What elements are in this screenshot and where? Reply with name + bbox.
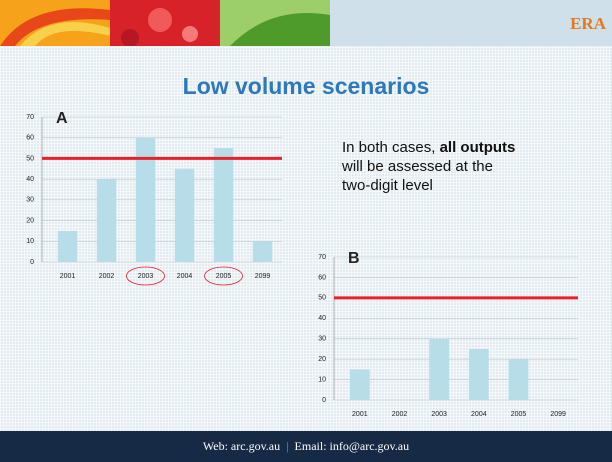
y-tick-label: 70	[318, 254, 326, 261]
x-tick-label: 2004	[177, 273, 193, 280]
x-tick-label: 2005	[511, 411, 527, 418]
bar	[253, 241, 273, 262]
bar	[136, 138, 156, 262]
y-tick-label: 40	[318, 315, 326, 322]
x-tick-label: 2005	[216, 273, 232, 280]
charts: 0 10 20 30 40 50 60 70 2001 2002 2003 2004 2005 2099 A…	[0, 0, 612, 430]
bar	[350, 369, 370, 400]
x-tick-label: 2002	[392, 411, 408, 418]
chart-annotation: B	[348, 250, 360, 267]
bar	[214, 148, 234, 262]
x-tick-label: 2001	[352, 411, 368, 418]
y-tick-label: 0	[30, 259, 34, 266]
bar	[429, 339, 449, 400]
y-tick-label: 30	[26, 197, 34, 204]
bar	[469, 349, 489, 400]
y-tick-label: 50	[318, 295, 326, 302]
y-tick-label: 40	[26, 176, 34, 183]
x-tick-label: 2003	[431, 411, 447, 418]
bar	[509, 359, 529, 400]
y-tick-label: 20	[318, 356, 326, 363]
y-tick-label: 0	[322, 397, 326, 404]
footer-web: Web: arc.gov.au	[203, 439, 280, 453]
y-tick-label: 50	[26, 155, 34, 162]
bar	[175, 169, 195, 262]
slide: ERA Low volume scenarios In both cases, …	[0, 0, 612, 462]
y-tick-label: 10	[318, 376, 326, 383]
chart-annotation: A	[56, 110, 68, 127]
x-tick-label: 2004	[471, 411, 487, 418]
x-tick-label: 2003	[138, 273, 154, 280]
bar	[58, 231, 78, 262]
y-tick-label: 30	[318, 336, 326, 343]
bar	[97, 179, 117, 262]
y-tick-label: 10	[26, 238, 34, 245]
x-tick-label: 2099	[255, 273, 271, 280]
y-tick-label: 70	[26, 114, 34, 121]
x-tick-label: 2002	[99, 273, 115, 280]
footer-email: Email: info@arc.gov.au	[295, 439, 410, 453]
x-tick-label: 2001	[60, 273, 76, 280]
y-tick-label: 60	[26, 135, 34, 142]
footer: Web: arc.gov.au | Email: info@arc.gov.au	[0, 431, 612, 462]
footer-separator: |	[286, 439, 288, 453]
x-tick-label: 2099	[550, 411, 566, 418]
y-tick-label: 20	[26, 217, 34, 224]
y-tick-label: 60	[318, 274, 326, 281]
